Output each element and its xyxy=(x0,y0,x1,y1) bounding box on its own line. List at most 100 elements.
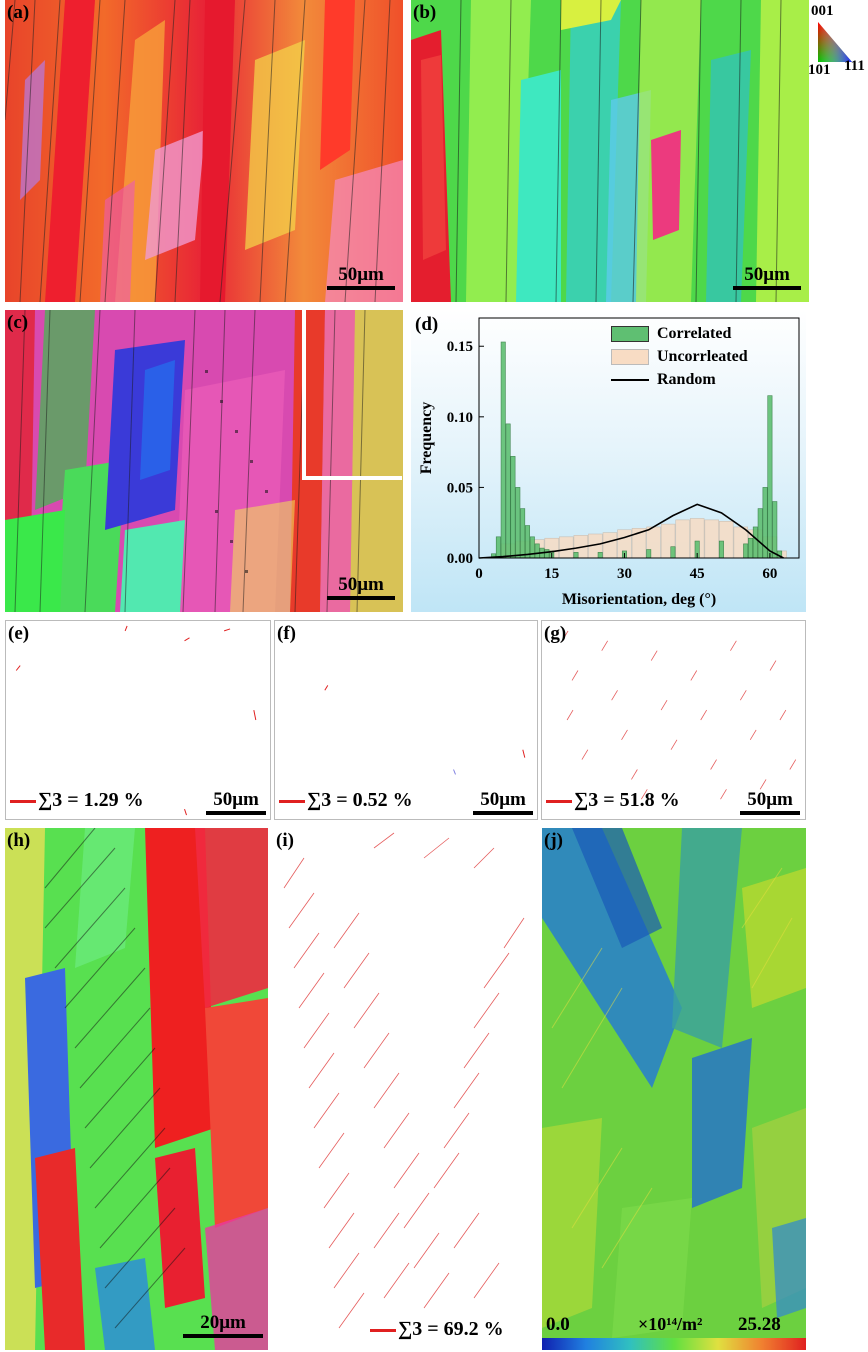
scale-bar: 50μm xyxy=(327,574,395,600)
bar-correlated xyxy=(544,549,550,559)
scale-line xyxy=(206,811,266,815)
scale-line xyxy=(327,596,395,600)
bar-correlated xyxy=(534,543,540,559)
bar-correlated xyxy=(525,525,530,559)
scale-line xyxy=(733,286,801,290)
panel-h-ipf-map: (h) 20μm xyxy=(5,828,268,1350)
colorbar-max: 25.28 xyxy=(738,1314,781,1335)
sigma3-line-icon xyxy=(546,799,572,803)
panel-i-sigma3-map: (i) ∑3 = 69.2 % xyxy=(274,828,537,1350)
bar-correlated xyxy=(505,423,511,559)
panel-label: (d) xyxy=(415,314,439,335)
scale-bar: 50μm xyxy=(733,264,801,290)
scale-bar: 20μm xyxy=(183,1312,263,1338)
series-line-random xyxy=(478,503,784,559)
panel-f-sigma3-map: (f) ∑3 = 0.52 % 50μm xyxy=(274,620,538,820)
y-tick-label: 0.10 xyxy=(447,410,473,426)
sigma3-line-icon xyxy=(370,1328,396,1332)
sigma3-fraction: ∑3 = 69.2 % xyxy=(370,1318,504,1341)
ipf-color-key: 001 101 111 xyxy=(808,0,868,80)
y-tick-label: 0.05 xyxy=(447,480,473,496)
panel-label: (j) xyxy=(544,830,563,851)
scale-line xyxy=(473,811,533,815)
x-axis-label: Misorientation, deg (°) xyxy=(562,591,716,608)
panel-label: (a) xyxy=(7,2,30,23)
boundary-map-g xyxy=(561,630,797,800)
ipf-map-b xyxy=(411,0,809,302)
x-tick-label: 15 xyxy=(544,566,559,582)
bar-correlated xyxy=(573,552,579,559)
sigma3-text: ∑3 = 69.2 % xyxy=(398,1318,504,1340)
bar-correlated xyxy=(752,526,758,559)
scale-label: 20μm xyxy=(200,1312,246,1333)
bar-correlated xyxy=(515,487,521,559)
boundary-map-f xyxy=(324,685,526,775)
scale-label: 50μm xyxy=(338,264,384,285)
bar-correlated xyxy=(757,508,763,559)
bar-correlated xyxy=(718,540,724,559)
scale-bar: 50μm xyxy=(206,789,266,815)
bar-correlated xyxy=(748,537,753,559)
scale-bar: 50μm xyxy=(327,264,395,290)
bar-correlated xyxy=(520,508,526,559)
panel-label: (c) xyxy=(7,312,29,333)
sigma3-text: ∑3 = 0.52 % xyxy=(307,789,413,811)
sigma3-fraction: ∑3 = 0.52 % xyxy=(279,789,413,812)
sigma3-fraction: ∑3 = 51.8 % xyxy=(546,789,680,812)
colorbar xyxy=(542,1338,806,1350)
ipf-map-a xyxy=(5,0,403,302)
legend-swatch-uncorrelated xyxy=(611,348,649,365)
y-tick-label: 0.15 xyxy=(447,339,473,355)
scale-label: 50μm xyxy=(744,264,790,285)
plot-frame xyxy=(478,317,800,559)
boundary-map-i xyxy=(283,832,525,1329)
x-tick-label: 0 xyxy=(475,566,483,582)
sigma3-line-icon xyxy=(10,799,36,803)
panel-label: (g) xyxy=(544,623,567,644)
bar-correlated xyxy=(767,395,773,559)
panel-e-sigma3-map: (e) ∑3 = 1.29 % 50μm xyxy=(5,620,271,820)
scale-bar: 50μm xyxy=(473,789,533,815)
misorientation-histogram: 0 15 30 45 60 0.00 0.05 0.10 0.15 Misorientation,… xyxy=(418,317,800,608)
sigma3-fraction: ∑3 = 1.29 % xyxy=(10,789,144,812)
sigma3-text: ∑3 = 1.29 % xyxy=(38,789,144,811)
scale-label: 50μm xyxy=(747,789,793,810)
panel-d-misorientation-chart: 0 15 30 45 60 0.00 0.05 0.10 0.15 Misorientation,… xyxy=(411,310,806,612)
legend-label: Correlated xyxy=(657,324,732,342)
legend-random: Random xyxy=(611,368,748,391)
ipf-map-h xyxy=(5,828,268,1350)
scale-line xyxy=(183,1334,263,1338)
x-tick-label: 30 xyxy=(617,566,632,582)
bar-correlated xyxy=(743,543,749,559)
legend-swatch-random xyxy=(611,378,649,381)
bar-uncorrelated xyxy=(704,519,719,559)
scale-label: 50μm xyxy=(480,789,526,810)
bar-correlated xyxy=(772,501,778,559)
sigma3-text: ∑3 = 51.8 % xyxy=(574,789,680,811)
legend-label: Random xyxy=(657,370,716,388)
bar-uncorrelated xyxy=(675,519,690,559)
bar-correlated xyxy=(500,341,506,559)
legend-label: Uncorrleated xyxy=(657,347,748,365)
boundary-map-e xyxy=(15,625,257,816)
bar-uncorrelated xyxy=(602,532,618,559)
y-axis-label: Frequency xyxy=(418,402,435,475)
bar-uncorrelated xyxy=(559,536,574,559)
scale-line xyxy=(740,811,800,815)
colorbar-min: 0.0 xyxy=(546,1314,570,1335)
panel-b-ipf-map: (b) 50μm xyxy=(411,0,809,302)
bar-correlated xyxy=(670,546,676,559)
legend-uncorrelated: Uncorrleated xyxy=(611,345,748,368)
ipf-key-111: 111 xyxy=(844,58,865,74)
panel-c-ipf-map: (c) 50μm xyxy=(5,310,403,612)
panel-j-kam-map: (j) 0.0 ×10¹⁴/m² 25.28 xyxy=(542,828,806,1350)
scale-bar: 50μm xyxy=(740,789,800,815)
panel-label: (b) xyxy=(413,2,437,23)
bar-correlated xyxy=(510,456,516,559)
chart-legend: Correlated Uncorrleated Random xyxy=(611,322,748,391)
x-tick-label: 45 xyxy=(690,566,705,582)
colorbar-unit: ×10¹⁴/m² xyxy=(638,1314,703,1334)
ipf-map-c xyxy=(5,310,403,612)
panel-g-sigma3-map: (g) ∑3 = 51.8 % 50μm xyxy=(541,620,806,820)
inset-frame xyxy=(302,310,402,480)
